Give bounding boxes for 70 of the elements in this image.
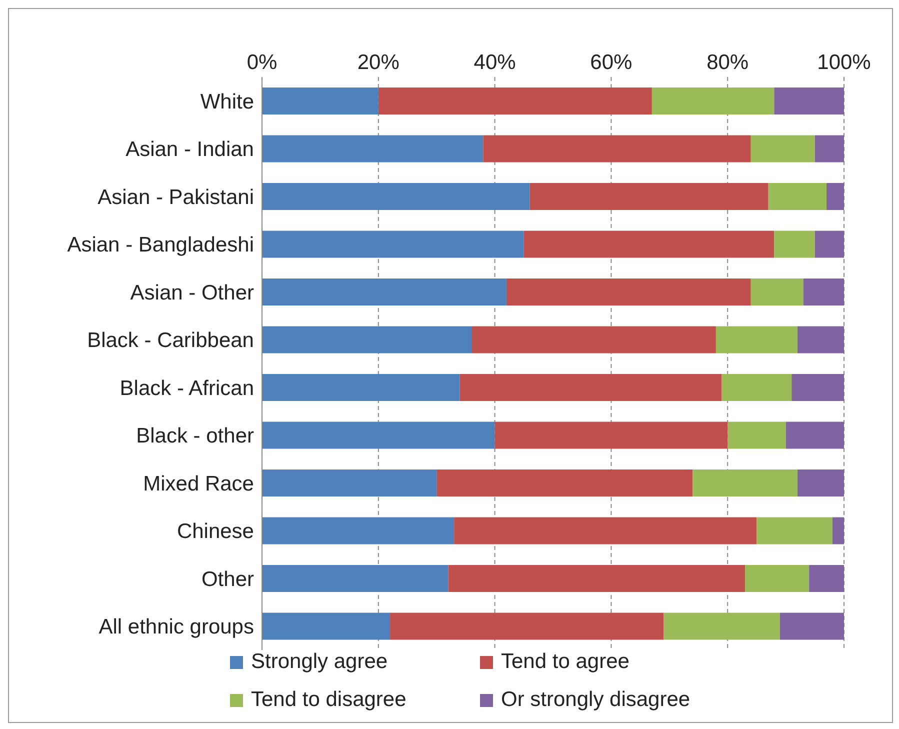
bar	[756, 517, 832, 544]
bar	[262, 612, 390, 640]
y-tick-label: White	[200, 90, 254, 114]
bar	[262, 422, 495, 449]
x-tick-label: 40%	[474, 51, 516, 74]
bar	[262, 326, 472, 354]
bar	[494, 422, 728, 449]
bar	[774, 230, 815, 258]
y-tick-label: Other	[201, 568, 254, 591]
x-tick-label: 100%	[817, 51, 871, 74]
bar	[768, 183, 827, 210]
bar	[454, 517, 757, 544]
bar	[448, 565, 746, 592]
bar	[692, 470, 798, 497]
bar	[826, 183, 844, 210]
bar	[530, 183, 768, 210]
y-tick-label: Black - Caribbean	[87, 329, 254, 352]
bar	[262, 88, 378, 115]
bar	[797, 326, 844, 354]
y-tick-label: Asian - Other	[130, 281, 254, 304]
bar	[524, 230, 774, 258]
bar	[722, 374, 792, 402]
bar	[436, 470, 693, 497]
y-tick-label: Asian - Indian	[126, 138, 254, 162]
bar	[262, 517, 454, 544]
x-tick-label: 60%	[590, 51, 632, 74]
bar	[716, 326, 798, 354]
bar	[774, 88, 844, 115]
bar	[506, 278, 751, 306]
bar	[472, 326, 716, 354]
bar	[483, 135, 751, 162]
legend-label: Strongly agree	[251, 650, 388, 674]
bar	[378, 88, 652, 115]
bar	[390, 612, 664, 640]
y-tick-label: Mixed Race	[143, 472, 254, 496]
bar	[780, 612, 844, 640]
y-tick-label: Asian - Bangladeshi	[67, 234, 254, 257]
bar	[262, 470, 437, 497]
y-tick-label: All ethnic groups	[98, 616, 254, 639]
legend-label: Or strongly disagree	[501, 688, 690, 712]
bar	[664, 612, 780, 640]
x-tick-label: 20%	[357, 51, 400, 74]
bar	[797, 470, 844, 497]
legend-label: Tend to disagree	[251, 688, 406, 712]
x-tick-label: 80%	[706, 51, 749, 74]
bar	[262, 565, 448, 592]
y-tick-label: Asian - Pakistani	[98, 186, 254, 209]
legend-label: Tend to agree	[501, 650, 630, 674]
bar	[262, 135, 484, 162]
bar	[262, 230, 524, 258]
bar	[809, 565, 844, 592]
y-tick-label: Black - African	[120, 376, 254, 400]
bar	[786, 422, 844, 449]
bar	[832, 517, 844, 544]
bar	[814, 135, 844, 162]
bar	[792, 374, 844, 402]
bar	[745, 565, 810, 592]
bar	[814, 230, 844, 258]
bar	[460, 374, 722, 402]
bar	[728, 422, 786, 449]
bar	[262, 183, 530, 210]
bar	[750, 278, 804, 306]
bar	[803, 278, 844, 306]
bar	[652, 88, 774, 115]
bar	[750, 135, 815, 162]
y-tick-label: Chinese	[176, 520, 254, 544]
bar	[262, 278, 506, 306]
bar	[262, 374, 460, 402]
x-tick-label: 0%	[246, 51, 278, 74]
y-tick-label: Black - other	[136, 424, 254, 448]
